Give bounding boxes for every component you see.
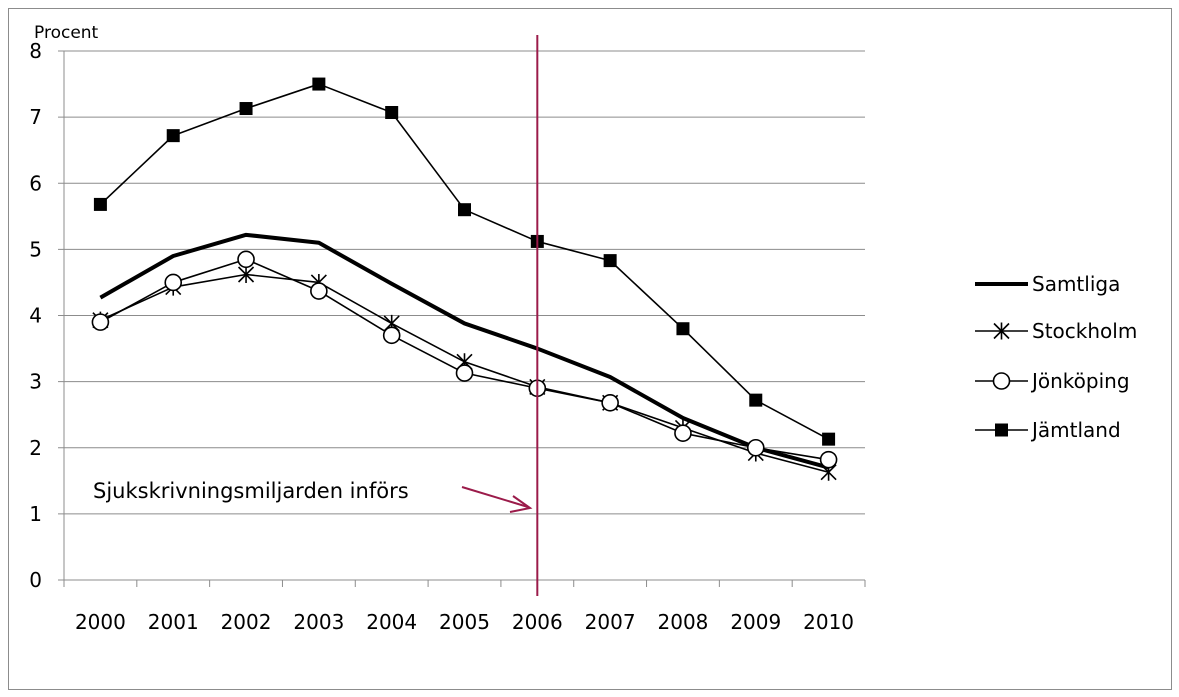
x-tick-label: 2005 <box>439 610 490 634</box>
legend-label: Jämtland <box>1030 418 1121 442</box>
x-tick-label: 2003 <box>293 610 344 634</box>
series-group <box>91 77 838 481</box>
axes: 0 1 2 3 4 5 6 7 8 2000 2001 2002 2003 2004 2005 2006 200… <box>29 39 866 634</box>
marker-square <box>239 102 253 116</box>
legend-item-j-mtland: Jämtland <box>975 418 1121 442</box>
series-line <box>99 83 829 440</box>
chart-frame <box>8 8 1172 690</box>
marker-circle <box>746 438 765 457</box>
marker-circle <box>992 372 1011 390</box>
marker-star <box>993 322 1010 340</box>
marker-star <box>237 266 255 284</box>
y-tick-label: 7 <box>29 105 42 129</box>
x-tick-label: 2004 <box>366 610 417 634</box>
marker-circle <box>310 282 328 300</box>
legend-item-stockholm: Stockholm <box>975 319 1137 343</box>
annotation-arrow-shaft <box>461 486 529 508</box>
x-tick-label: 2001 <box>148 610 199 634</box>
y-tick-label: 4 <box>29 304 42 328</box>
series-j-mtland <box>93 77 836 446</box>
y-tick-label: 6 <box>29 171 42 195</box>
marker-circle <box>455 364 474 382</box>
marker-circle <box>382 326 401 345</box>
annotation-group: Procent Sjukskrivningsmiljarden införs <box>34 23 539 596</box>
marker-square <box>93 197 107 211</box>
marker-circle <box>819 450 838 469</box>
y-tick-label: 1 <box>29 502 42 526</box>
x-tick-label: 2000 <box>75 610 126 634</box>
marker-square <box>603 254 617 268</box>
marker-square <box>995 423 1008 437</box>
legend-label: Jönköping <box>1030 369 1130 393</box>
marker-circle <box>674 424 692 443</box>
y-tick-label: 2 <box>29 436 42 460</box>
y-tick-label: 3 <box>29 370 42 394</box>
y-tick-label: 5 <box>29 237 42 261</box>
marker-square <box>676 322 690 336</box>
y-tick-label: 0 <box>29 568 42 592</box>
legend-item-samtliga: Samtliga <box>975 272 1120 296</box>
series-samtliga <box>99 232 830 470</box>
marker-square <box>749 393 763 407</box>
legend: Samtliga Stockholm Jönköping Jämtland <box>975 272 1137 442</box>
x-tick-label: 2006 <box>512 610 563 634</box>
y-axis-title: Procent <box>34 23 99 43</box>
marker-square <box>385 105 399 119</box>
x-tick-label: 2009 <box>730 610 781 634</box>
marker-square <box>822 432 836 446</box>
series-j-nk-ping <box>91 250 838 469</box>
marker-square <box>312 77 326 91</box>
marker-circle <box>164 273 183 292</box>
x-tick-label: 2007 <box>585 610 636 634</box>
marker-circle <box>601 393 619 412</box>
annotation-label: Sjukskrivningsmiljarden införs <box>93 479 409 503</box>
legend-item-j-nk-ping: Jönköping <box>975 369 1130 393</box>
x-tick-label: 2008 <box>658 610 709 634</box>
x-tick-label: 2002 <box>221 610 272 634</box>
marker-circle <box>237 250 255 269</box>
y-tick-label: 8 <box>29 39 42 63</box>
marker-square <box>458 203 471 217</box>
series-line <box>99 232 830 470</box>
x-tick-label: 2010 <box>803 610 854 634</box>
legend-label: Stockholm <box>1032 319 1137 343</box>
annotation-arrow-head <box>509 495 533 513</box>
marker-circle <box>91 313 110 331</box>
marker-square <box>166 129 180 143</box>
legend-label: Samtliga <box>1032 272 1120 296</box>
